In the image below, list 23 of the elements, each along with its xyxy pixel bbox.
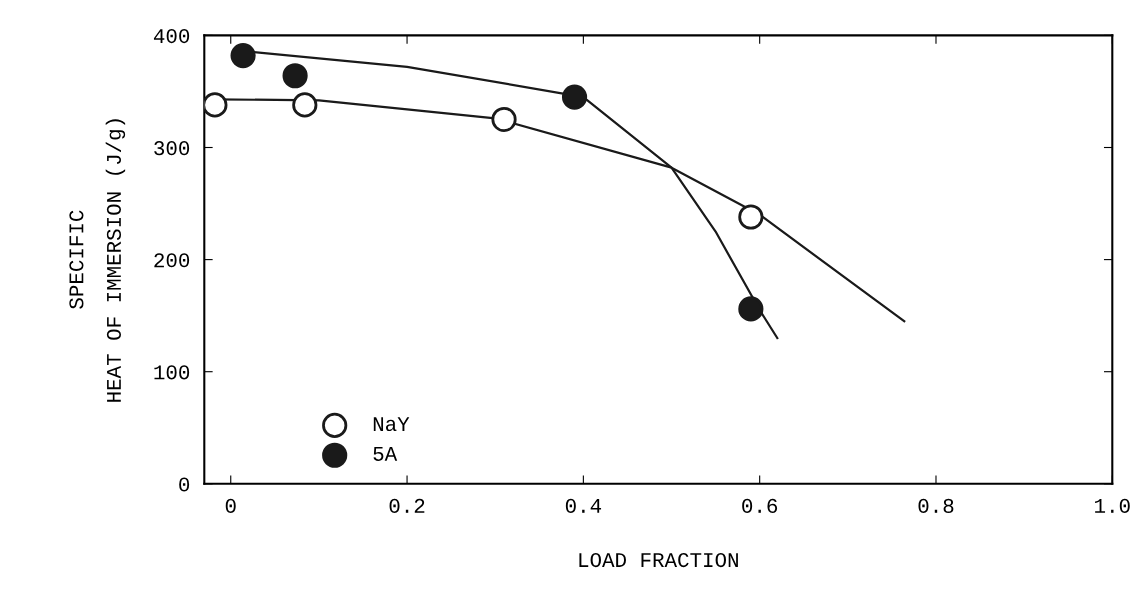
x-axis-title: LOAD FRACTION bbox=[579, 552, 738, 568]
point bbox=[491, 106, 517, 133]
x-tick-label: 0 bbox=[225, 498, 236, 513]
y-tick-label: 0 bbox=[179, 477, 190, 492]
x-tick-label: 0.2 bbox=[389, 498, 425, 513]
x-tick-label: 0.4 bbox=[565, 498, 602, 513]
point bbox=[230, 42, 256, 69]
x-tick-label: 0.8 bbox=[918, 498, 954, 513]
point bbox=[204, 92, 228, 118]
x-tick-label: 0.6 bbox=[742, 498, 778, 513]
legend-label: NaY bbox=[373, 417, 410, 432]
y-tick-label: 200 bbox=[154, 253, 190, 268]
point bbox=[738, 204, 764, 230]
point bbox=[282, 63, 308, 89]
y-tick-label: 300 bbox=[154, 141, 190, 156]
point bbox=[738, 296, 764, 322]
x-tick-label: 1.0 bbox=[1095, 498, 1130, 513]
y-axis-title: SPECIFIC HEAT OF IMMERSION (J/g) bbox=[69, 119, 126, 402]
point bbox=[561, 84, 588, 110]
legend-label: 5A bbox=[373, 447, 398, 461]
y-tick-label: 100 bbox=[154, 365, 190, 380]
point bbox=[292, 92, 318, 118]
y-tick-label: 400 bbox=[153, 29, 190, 44]
